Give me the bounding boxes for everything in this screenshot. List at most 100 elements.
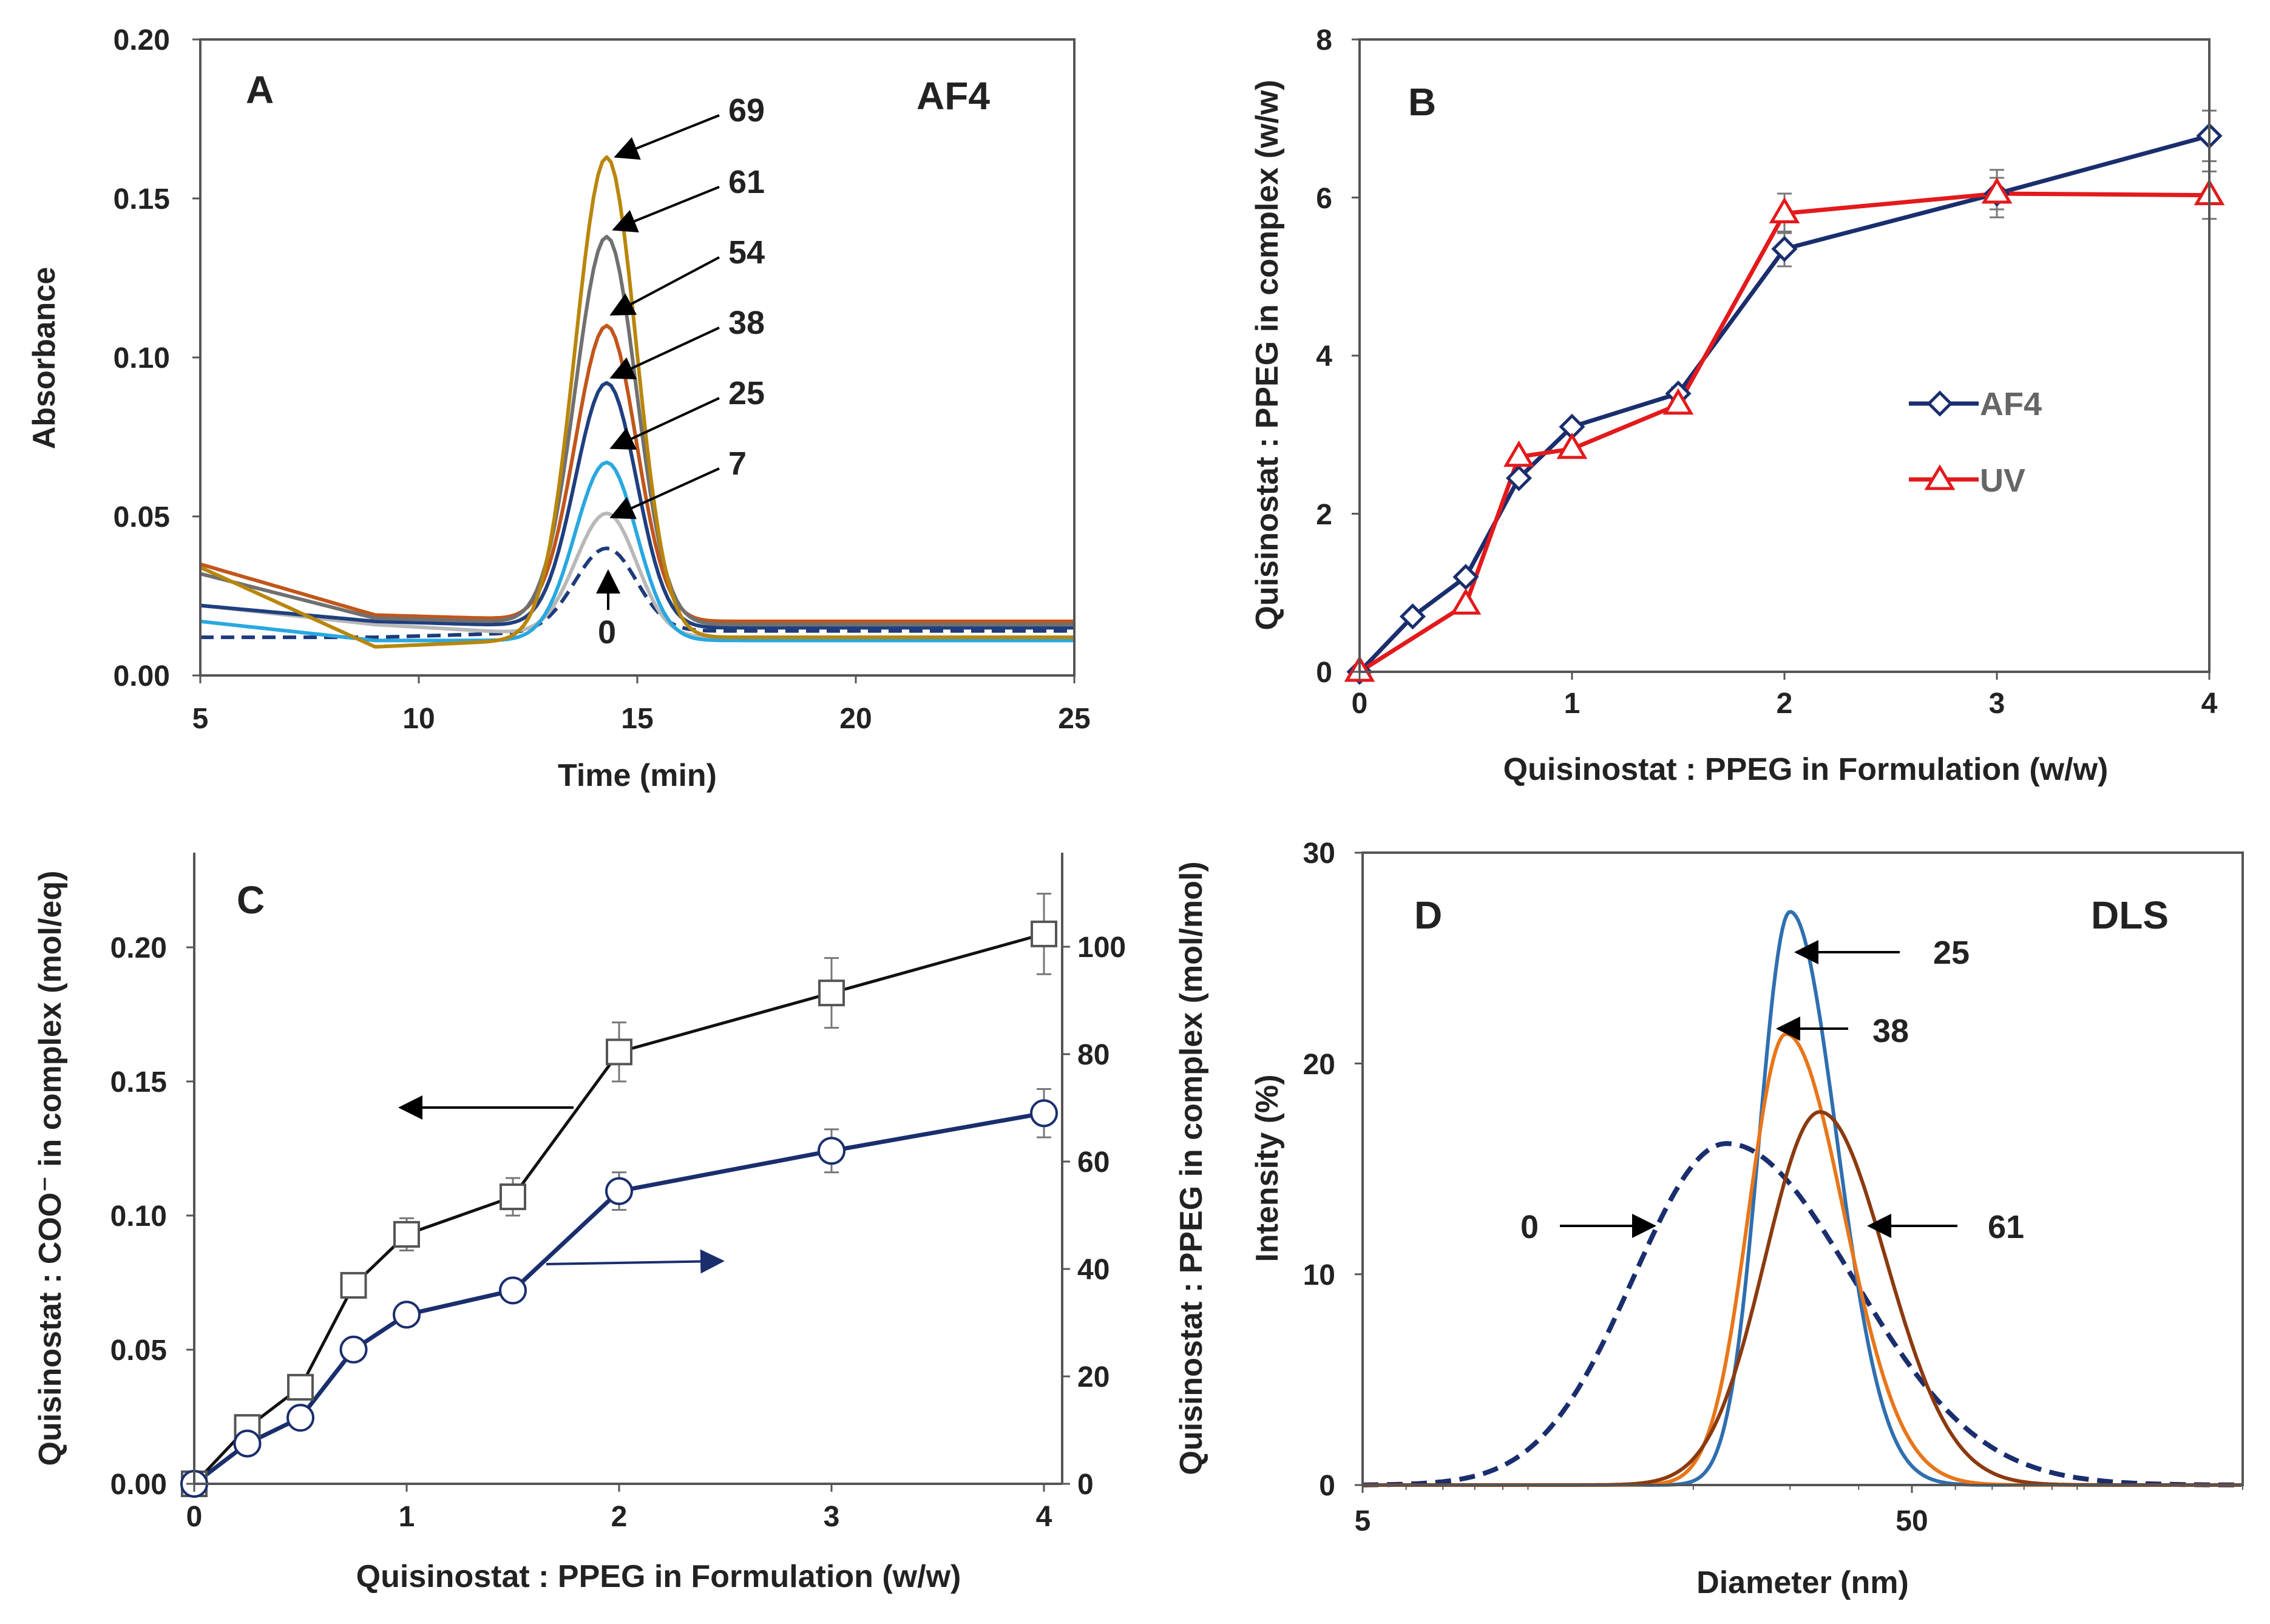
a-xtick-label: 10 [402, 703, 435, 735]
c-point-circle [393, 1301, 421, 1329]
c-xtick-label: 3 [824, 1501, 840, 1533]
b-xtick-label: 4 [2201, 688, 2218, 720]
b-point-af4 [1505, 465, 1533, 492]
c-ytick-right-label: 40 [1077, 1254, 1110, 1286]
panel-b: 0 1 2 3 4 0 2 4 6 8 Quisinostat : PPEG i… [1250, 24, 2225, 787]
c-ytick-right-label: 80 [1077, 1039, 1110, 1071]
c-ytick-left-label: 0.05 [110, 1335, 167, 1367]
b-ytick-label: 0 [1316, 657, 1332, 689]
b-point-uv [1981, 177, 2013, 204]
b-xtick-label: 3 [1989, 688, 2005, 720]
c-y-axis-right-label: Quisinostat : PPEG in complex (mol/mol) [1174, 861, 1209, 1475]
c-xtick-label: 0 [186, 1501, 203, 1533]
b-legend-label-uv: UV [1980, 462, 2025, 499]
a-curve-61 [200, 234, 1074, 627]
b-y-axis-label: Quisinostat : PPEG in complex (w/w) [1250, 80, 1285, 630]
panel-c: 0 1 2 3 4 0.00 0.05 0.10 0.15 0.20 0 20 … [33, 853, 1209, 1594]
c-point-circle [1030, 1099, 1058, 1128]
a-title: AF4 [916, 74, 990, 118]
b-x-axis-label: Quisinostat : PPEG in Formulation (w/w) [1503, 752, 2109, 787]
a-label-25: 25 [728, 375, 765, 411]
d-label-0: 0 [1520, 1209, 1539, 1245]
b-xtick-label: 0 [1352, 688, 1368, 720]
c-point-square [1031, 920, 1057, 947]
c-x-axis-label: Quisinostat : PPEG in Formulation (w/w) [356, 1559, 961, 1594]
a-arrow-7 [609, 467, 720, 519]
c-xtick-label: 1 [399, 1501, 415, 1533]
d-label-25: 25 [1933, 935, 1970, 971]
b-point-uv [1450, 588, 1482, 615]
c-point-square [500, 1183, 526, 1211]
d-panel-letter: D [1414, 893, 1442, 937]
panel-c-tick-labels: 0 1 2 3 4 0.00 0.05 0.10 0.15 0.20 0 20 … [110, 932, 1127, 1533]
panel-d-frame [1361, 851, 2244, 1486]
c-line-ppeg-ratio [192, 1111, 1045, 1486]
a-label-7: 7 [728, 445, 747, 482]
b-panel-letter: B [1408, 80, 1436, 124]
d-xtick-label: 5 [1355, 1505, 1371, 1537]
c-ytick-left-label: 0.10 [110, 1200, 167, 1233]
panel-b-tick-labels: 0 1 2 3 4 0 2 4 6 8 [1316, 24, 2217, 720]
a-ytick-label: 0.15 [114, 183, 170, 215]
d-title: DLS [2091, 893, 2169, 937]
c-point-square [340, 1271, 367, 1299]
b-point-uv [1503, 440, 1534, 467]
a-label-38: 38 [728, 305, 765, 341]
b-legend-label-af4: AF4 [1980, 386, 2042, 422]
b-point-uv [1769, 197, 1800, 224]
c-ytick-right-label: 20 [1077, 1361, 1110, 1393]
b-ytick-label: 2 [1316, 499, 1332, 531]
panel-a-curves [199, 155, 1074, 649]
c-ytick-right-label: 0 [1077, 1469, 1094, 1501]
panel-d-tick-labels: 5 50 0 10 20 30 [1303, 837, 1928, 1537]
a-y-axis-label: Absorbance [27, 267, 62, 450]
c-point-circle [339, 1335, 368, 1364]
panel-b-frame [1358, 38, 2211, 673]
b-point-af4 [1559, 413, 1585, 440]
a-curve-69 [199, 155, 1074, 649]
d-ytick-label: 30 [1303, 837, 1335, 870]
panel-a-ticks [192, 38, 1076, 683]
panel-d: 5 50 0 10 20 30 Diameter (nm) Intensity … [1250, 837, 2244, 1600]
panel-c-ticks [186, 946, 1070, 1492]
a-curve-54 [200, 323, 1074, 623]
d-annotations: 25 38 0 61 [1520, 935, 2024, 1245]
a-xtick-label: 25 [1058, 703, 1090, 735]
a-x-axis-label: Time (min) [558, 758, 717, 793]
b-legend-diamond-icon [1926, 390, 1953, 417]
c-xtick-label: 4 [1036, 1501, 1052, 1533]
a-label-0: 0 [598, 614, 616, 651]
a-ytick-label: 0.20 [114, 24, 170, 56]
a-xtick-label: 20 [839, 703, 872, 735]
a-curve-38 [200, 381, 1074, 630]
panel-c-series [180, 893, 1058, 1498]
b-legend-triangle-icon [1924, 464, 1956, 490]
b-point-af4 [1771, 235, 1798, 262]
b-legend: AF4 UV [1909, 386, 2042, 499]
b-point-uv [1556, 432, 1588, 459]
a-ytick-label: 0.00 [114, 660, 170, 692]
panel-b-ticks [1352, 38, 2211, 680]
d-y-axis-label: Intensity (%) [1250, 1074, 1285, 1262]
b-xtick-label: 2 [1777, 688, 1793, 720]
c-point-circle [605, 1177, 633, 1205]
panel-b-series [1344, 109, 2225, 685]
d-ytick-label: 20 [1303, 1049, 1335, 1081]
c-point-square [606, 1038, 632, 1066]
d-label-38: 38 [1872, 1013, 1909, 1049]
a-xtick-label: 5 [192, 703, 209, 735]
c-panel-letter: C [237, 878, 265, 922]
c-ytick-right-label: 60 [1077, 1146, 1110, 1179]
a-label-69: 69 [728, 92, 765, 129]
d-x-axis-label: Diameter (nm) [1696, 1565, 1909, 1600]
a-xtick-label: 15 [621, 703, 653, 735]
b-xtick-label: 1 [1564, 688, 1581, 720]
a-panel-letter: A [246, 68, 274, 112]
a-label-54: 54 [728, 234, 765, 271]
c-ytick-left-label: 0.15 [110, 1066, 167, 1098]
a-arrow-25 [609, 397, 720, 450]
panel-a: 5 10 15 20 25 0.00 0.05 0.10 0.15 0.20 T… [27, 24, 1091, 793]
c-ytick-left-label: 0.00 [110, 1469, 167, 1501]
a-annotations: 69 61 54 38 25 7 0 [596, 92, 765, 651]
